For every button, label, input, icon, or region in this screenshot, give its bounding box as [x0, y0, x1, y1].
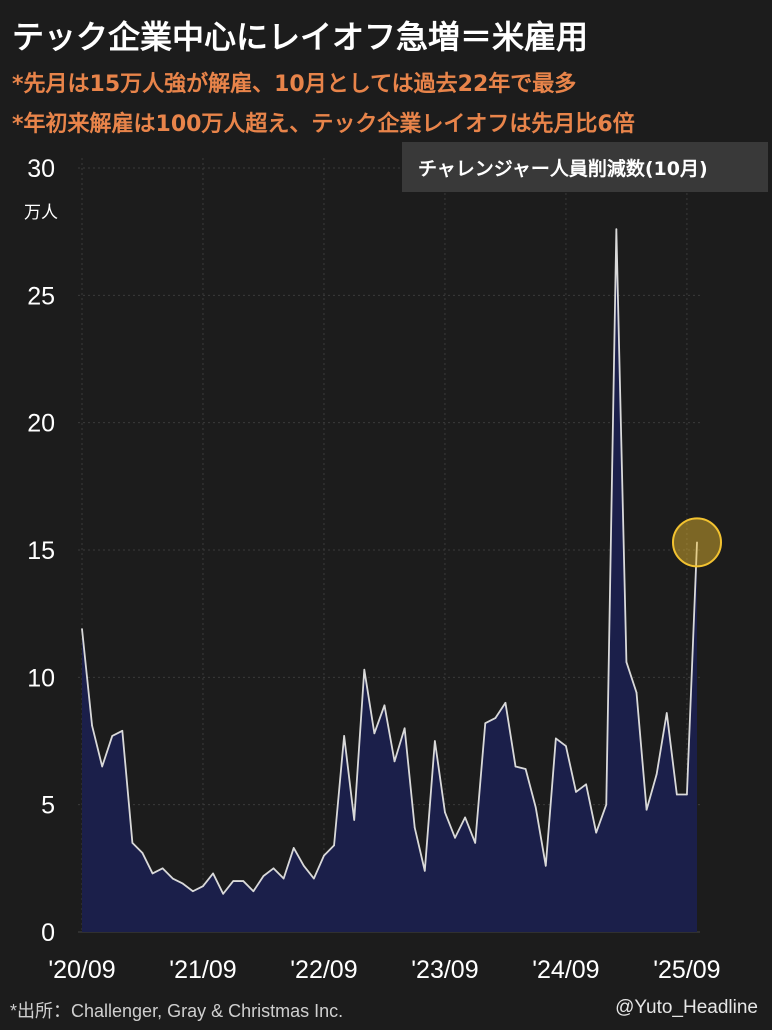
data-point	[534, 806, 537, 809]
data-point	[514, 765, 517, 768]
x-tick-label: '24/09	[532, 956, 599, 984]
data-point	[313, 877, 315, 880]
data-point	[292, 847, 295, 849]
highlight-layer	[672, 517, 722, 568]
data-point	[383, 704, 386, 707]
data-point	[141, 852, 144, 854]
data-point	[222, 893, 224, 895]
data-point	[131, 842, 134, 844]
data-point	[605, 803, 608, 806]
data-point	[171, 877, 174, 880]
data-point	[272, 867, 275, 870]
data-point	[665, 712, 668, 714]
data-point	[595, 831, 597, 834]
x-tick-label: '21/09	[169, 956, 236, 984]
y-tick-label: 25	[27, 282, 55, 310]
data-point	[565, 745, 567, 747]
highlight-marker	[672, 517, 722, 568]
area-series	[81, 228, 698, 932]
author-handle: @Yuto_Headline	[615, 997, 758, 1018]
data-point	[111, 735, 114, 737]
data-point	[544, 864, 547, 867]
data-point	[494, 717, 497, 719]
y-tick-label: 5	[41, 792, 55, 820]
data-point	[252, 890, 255, 893]
legend-box: チャレンジャー人員削減数(10月)	[402, 142, 768, 192]
data-point	[182, 882, 184, 885]
legend-label: チャレンジャー人員削減数(10月)	[418, 158, 708, 180]
data-point	[686, 793, 688, 796]
data-point	[444, 811, 446, 814]
series-line	[81, 228, 698, 895]
y-tick-label: 30	[27, 155, 55, 183]
data-point	[625, 661, 628, 663]
data-point	[635, 691, 638, 694]
data-point	[262, 875, 265, 877]
data-point	[645, 808, 648, 811]
data-point	[434, 740, 436, 742]
data-point	[676, 793, 678, 796]
data-point	[91, 724, 93, 727]
y-tick-label: 10	[27, 664, 55, 692]
data-point	[242, 880, 245, 882]
data-point	[373, 732, 376, 735]
data-point	[555, 737, 557, 740]
subtitle-monthly: *先月は15万人強が解雇、10月としては過去22年で最多	[12, 72, 577, 97]
data-point	[464, 816, 466, 819]
data-point	[504, 702, 507, 704]
x-tick-label: '25/09	[653, 956, 720, 984]
chart-title: テック企業中心にレイオフ急増＝米雇用	[12, 18, 589, 56]
x-tick-label: '20/09	[48, 956, 115, 984]
data-point	[403, 727, 406, 730]
data-point	[333, 844, 335, 847]
data-point	[81, 628, 83, 630]
data-point	[585, 783, 587, 786]
area-fill	[82, 229, 697, 932]
data-point	[413, 826, 416, 829]
data-point	[303, 864, 305, 867]
data-point	[282, 877, 285, 880]
x-axis-ticks: '20/09 '21/09 '22/09 '23/09 '24/09 '25/09	[48, 956, 720, 984]
data-point	[202, 885, 204, 887]
y-tick-label: 15	[27, 537, 55, 565]
data-point	[575, 791, 577, 793]
y-axis-ticks: 0 5 10 15 20 25 30	[27, 155, 55, 947]
data-point	[151, 872, 154, 875]
source-note: *出所：Challenger, Gray & Christmas Inc.	[10, 1001, 344, 1021]
data-point	[232, 880, 235, 882]
y-tick-label: 0	[41, 919, 55, 947]
data-point	[484, 722, 487, 724]
y-axis-unit: 万人	[24, 203, 58, 223]
data-point	[454, 836, 456, 839]
data-point	[161, 867, 164, 870]
y-tick-label: 20	[27, 410, 55, 438]
data-point	[423, 870, 426, 872]
data-point	[101, 765, 103, 768]
data-point	[343, 735, 345, 737]
data-point	[323, 854, 325, 857]
subtitle-ytd: *年初来解雇は100万人超え、テック企業レイオフは先月比6倍	[12, 112, 635, 137]
data-point	[615, 228, 618, 230]
x-tick-label: '23/09	[411, 956, 478, 984]
data-point	[212, 872, 214, 875]
data-point	[655, 773, 658, 775]
data-point	[121, 730, 124, 732]
data-point	[393, 760, 396, 763]
data-point	[474, 842, 476, 844]
data-point	[363, 668, 366, 671]
data-point	[353, 819, 356, 821]
x-tick-label: '22/09	[290, 956, 357, 984]
data-point	[192, 890, 194, 893]
data-point	[696, 541, 698, 544]
data-point	[524, 768, 527, 770]
